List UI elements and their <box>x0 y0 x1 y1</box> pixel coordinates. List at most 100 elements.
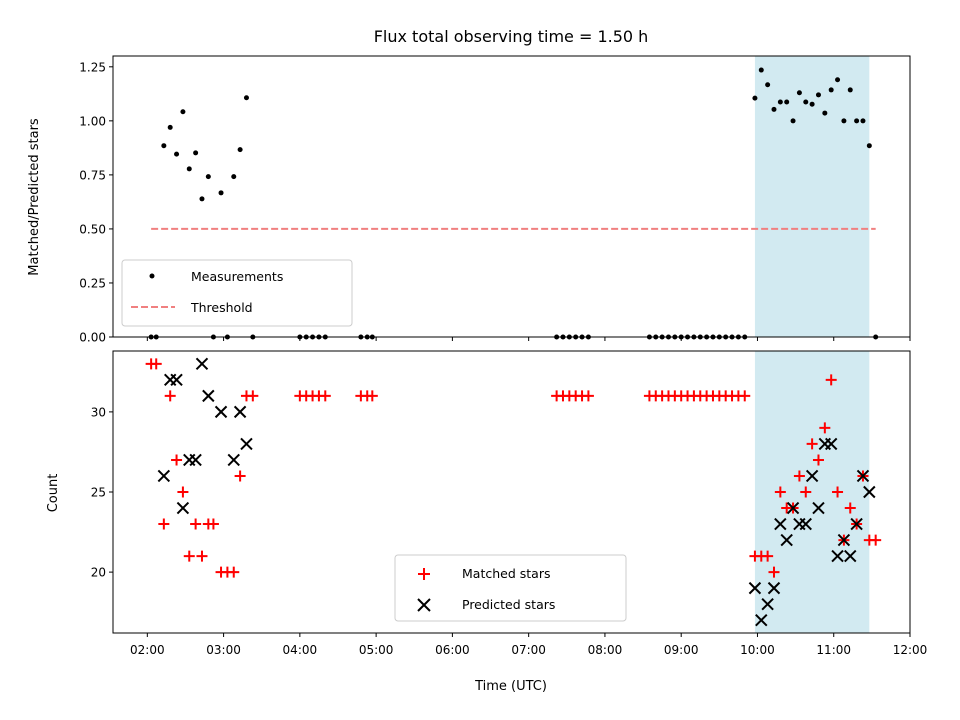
top-measurements-point <box>790 118 796 124</box>
top-measurements-point <box>771 106 777 112</box>
top-measurements-point <box>243 95 249 101</box>
bottom-predicted-stars-point <box>767 581 781 595</box>
top-measurements-point <box>784 99 790 105</box>
top-measurements-point <box>161 143 167 149</box>
bottom-predicted-stars-point <box>195 357 209 371</box>
bottom-matched-stars-point <box>190 518 202 530</box>
top-measurements-point <box>199 196 205 202</box>
top-measurements-point <box>752 95 758 101</box>
x-tick-label: 09:00 <box>664 643 699 657</box>
legend-predicted-marker <box>417 598 431 612</box>
bottom-matched-stars-point <box>844 502 856 514</box>
top-measurements-point <box>841 118 847 124</box>
top-measurements-point <box>835 77 841 83</box>
bottom-predicted-stars-point <box>786 501 800 515</box>
chart-title: Flux total observing time = 1.50 h <box>374 27 649 46</box>
top-measurements-point <box>860 118 866 124</box>
top-y-tick-label: 1.25 <box>79 60 106 74</box>
bottom-matched-stars-point <box>319 390 331 402</box>
bottom-matched-stars-point <box>196 550 208 562</box>
bottom-matched-stars-point <box>774 486 786 498</box>
bottom-matched-stars-point <box>150 358 162 370</box>
bottom-predicted-stars-point <box>189 453 202 467</box>
x-tick-label: 08:00 <box>588 643 623 657</box>
bottom-predicted-stars-point <box>170 373 183 387</box>
legend-threshold-label: Threshold <box>190 300 253 315</box>
top-measurements-point <box>174 151 180 157</box>
bottom-matched-stars-point <box>739 390 751 402</box>
bottom-predicted-stars-point <box>176 501 190 515</box>
bottom-matched-stars-point <box>819 422 831 434</box>
bottom-predicted-stars-point <box>157 469 171 483</box>
top-measurements-point <box>866 143 872 149</box>
bottom-y-tick-label: 30 <box>91 405 106 419</box>
top-measurements-point <box>822 110 828 116</box>
bottom-axes: 20 25 30 02:00 03:00 04:00 05:00 06:00 07:00 08:0… <box>91 405 928 657</box>
bottom-matched-stars-point <box>793 470 805 482</box>
bottom-matched-stars-point <box>582 390 594 402</box>
x-tick-label: 04:00 <box>283 643 318 657</box>
top-highlight-span <box>754 56 870 337</box>
bottom-matched-stars-point <box>234 470 246 482</box>
x-tick-label: 11:00 <box>816 643 851 657</box>
x-tick-label: 02:00 <box>130 643 165 657</box>
bottom-panel: 20 25 30 02:00 03:00 04:00 05:00 06:00 07:00 08:0… <box>46 350 928 657</box>
bottom-matched-stars-point <box>158 518 170 530</box>
top-y-tick-label: 0.25 <box>79 276 106 290</box>
top-measurements-point <box>809 101 815 107</box>
bottom-y-tick-label: 25 <box>91 486 106 500</box>
x-tick-label: 10:00 <box>740 643 775 657</box>
bottom-matched-stars-point <box>870 534 882 546</box>
legend-measurements-marker <box>149 273 155 279</box>
top-axes: 0.00 0.25 0.50 0.75 1.00 1.25 <box>79 60 911 345</box>
top-measurements-point <box>218 190 224 196</box>
bottom-predicted-stars-point <box>805 469 819 483</box>
bottom-marks <box>145 357 882 627</box>
bottom-matched-stars-point <box>366 390 378 402</box>
bottom-matched-stars-point <box>171 454 183 466</box>
bottom-legend: Matched stars Predicted stars <box>394 554 627 622</box>
top-measurements-point <box>854 118 860 124</box>
bottom-predicted-stars-point <box>812 501 825 515</box>
bottom-matched-stars-point <box>207 518 219 530</box>
top-y-tick-label: 0.75 <box>79 168 106 182</box>
bottom-predicted-stars-point <box>233 405 247 419</box>
bottom-predicted-stars-point <box>850 517 863 531</box>
top-measurements-point <box>180 109 186 115</box>
bottom-predicted-stars-point <box>755 613 768 627</box>
x-axis-label: Time (UTC) <box>474 679 547 694</box>
top-measurements-point <box>815 92 821 98</box>
top-measurements-point <box>167 124 173 130</box>
top-marks <box>148 67 879 340</box>
bottom-predicted-stars-point <box>824 437 838 451</box>
legend-measurements-label: Measurements <box>191 269 283 284</box>
bottom-matched-stars-point <box>247 390 259 402</box>
x-tick-label: 03:00 <box>206 643 241 657</box>
bottom-predicted-stars-point <box>799 517 812 531</box>
bottom-matched-stars-point <box>806 438 818 450</box>
bottom-matched-stars-point <box>832 486 844 498</box>
top-measurements-point <box>765 82 771 88</box>
bottom-predicted-stars-point <box>202 389 215 403</box>
bottom-y-axis-label: Count <box>46 474 61 513</box>
top-measurements-point <box>847 87 853 93</box>
bottom-y-tick-label: 20 <box>91 566 106 580</box>
x-tick-label: 05:00 <box>359 643 394 657</box>
bottom-matched-stars-point <box>762 550 774 562</box>
top-measurements-point <box>231 174 237 180</box>
bottom-matched-stars-point <box>228 566 240 578</box>
top-y-tick-label: 0.00 <box>79 331 106 345</box>
bottom-predicted-stars-point <box>214 405 228 419</box>
bottom-predicted-stars-point <box>844 549 857 563</box>
bottom-predicted-stars-point <box>780 533 793 547</box>
bottom-predicted-stars-point <box>837 533 851 547</box>
bottom-plot-frame <box>112 350 911 634</box>
top-panel: 0.00 0.25 0.50 0.75 1.00 1.25 Matched/Predict… <box>27 55 911 345</box>
bottom-predicted-stars-point <box>856 469 870 483</box>
top-plot-frame <box>112 55 911 338</box>
bottom-matched-stars-point <box>183 550 195 562</box>
legend-matched-label: Matched stars <box>462 566 550 581</box>
bottom-matched-stars-point <box>768 566 780 578</box>
top-measurements-point <box>237 147 243 153</box>
legend-predicted-label: Predicted stars <box>462 597 555 612</box>
